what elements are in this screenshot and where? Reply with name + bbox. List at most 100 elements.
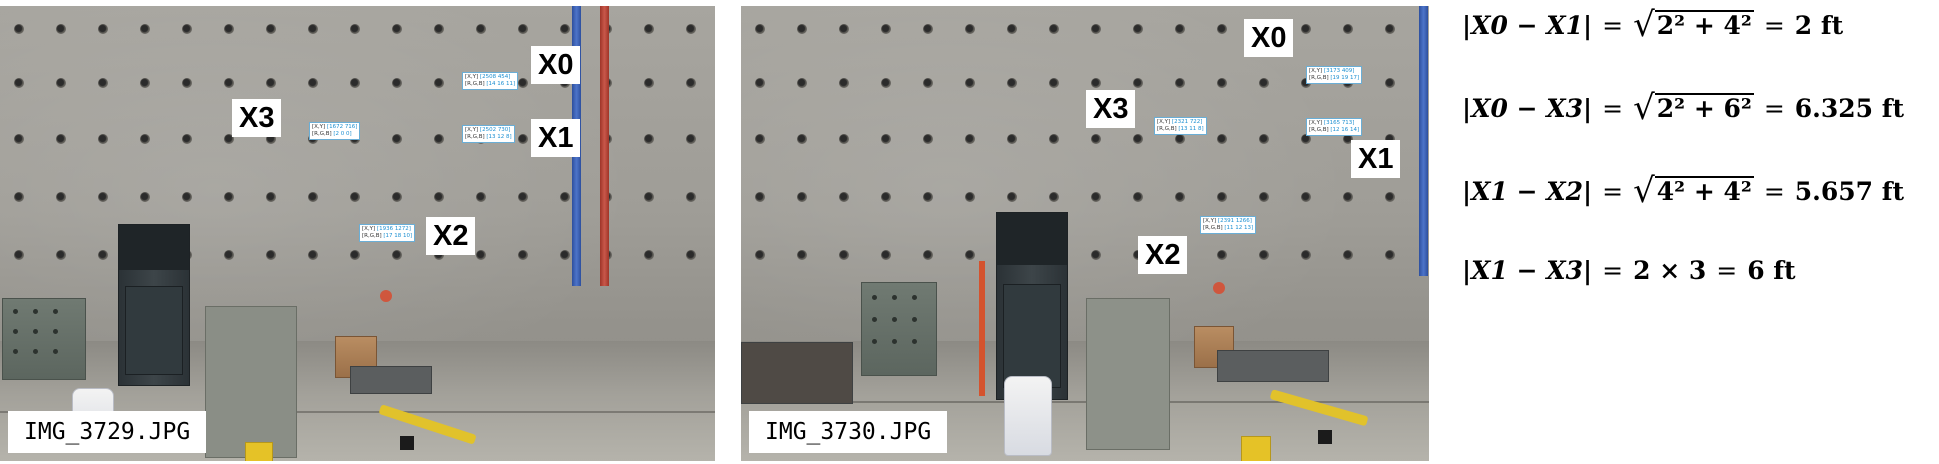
anchor-bolt — [56, 192, 66, 202]
anchor-bolt — [1091, 78, 1101, 88]
anchor-bolt — [140, 78, 150, 88]
anchor-bolt — [350, 192, 360, 202]
steel-stand — [205, 306, 297, 458]
anchor-bolt — [1217, 24, 1227, 34]
anchor-bolt — [476, 24, 486, 34]
anchor-bolt — [518, 192, 528, 202]
anchor-bolt — [1091, 24, 1101, 34]
anchor-bolt — [644, 78, 654, 88]
anchor-bolt — [224, 250, 234, 260]
black-block — [400, 436, 414, 450]
anchor-bolt — [1301, 24, 1311, 34]
anchor-bolt — [182, 192, 192, 202]
anchor-bolt — [434, 192, 444, 202]
anchor-bolt — [1385, 192, 1395, 202]
anchor-bolt — [1259, 78, 1269, 88]
marker-x2: X2 — [1138, 236, 1188, 274]
distance-equations: |X0 − X1| = √ 2² + 4² = 2 ft |X0 − X3| = … — [1462, 0, 1939, 464]
filename-label: IMG_3729.JPG — [8, 411, 207, 453]
anchor-bolt — [308, 24, 318, 34]
anchor-bolt — [644, 192, 654, 202]
anchor-bolt — [98, 78, 108, 88]
anchor-bolt — [224, 24, 234, 34]
anchor-bolt — [1133, 134, 1143, 144]
equation-x0-x3: |X0 − X3| = √ 2² + 6² = 6.325 ft — [1462, 88, 1905, 128]
marker-x1: X1 — [1351, 140, 1401, 178]
hydraulic-jack — [1241, 436, 1271, 461]
anchor-bolt — [1301, 250, 1311, 260]
anchor-bolt — [1133, 78, 1143, 88]
steel-plate — [861, 282, 937, 376]
hydraulic-jack — [245, 442, 273, 461]
anchor-bolt — [839, 78, 849, 88]
anchor-bolt — [755, 134, 765, 144]
anchor-bolt — [965, 134, 975, 144]
anchor-bolt — [1217, 134, 1227, 144]
anchor-bolt — [182, 78, 192, 88]
equipment-cabinet — [118, 224, 190, 386]
steel-beam — [741, 342, 853, 404]
anchor-bolt — [98, 250, 108, 260]
anchor-bolt — [1049, 192, 1059, 202]
anchor-bolt — [14, 78, 24, 88]
anchor-bolt — [56, 134, 66, 144]
anchor-bolt — [1007, 134, 1017, 144]
sandbag — [1004, 376, 1052, 456]
anchor-bolt — [965, 24, 975, 34]
anchor-bolt — [266, 192, 276, 202]
anchor-bolt — [266, 24, 276, 34]
sqrt-symbol: √ 2² + 6² — [1633, 88, 1754, 128]
anchor-bolt — [755, 250, 765, 260]
coord-label-x2: [X,Y] [1936 1272] [R,G,B] [17 18 10] — [359, 224, 416, 242]
anchor-bolt — [965, 192, 975, 202]
anchor-bolt — [56, 24, 66, 34]
anchor-bolt — [14, 24, 24, 34]
equation-x1-x3: |X1 − X3| = 2 × 3 = 6 ft — [1462, 256, 1796, 285]
anchor-bolt — [1385, 78, 1395, 88]
equation-x1-x2: |X1 − X2| = √ 4² + 4² = 5.657 ft — [1462, 171, 1905, 211]
anchor-bolt — [98, 134, 108, 144]
anchor-bolt — [476, 192, 486, 202]
anchor-bolt — [797, 250, 807, 260]
anchor-bolt — [224, 78, 234, 88]
anchor-bolt — [560, 24, 570, 34]
marker-x3: X3 — [232, 99, 282, 137]
photo-img-3730: X0 X1 X2 X3 [X,Y] [3173 409] [R,G,B] [19… — [741, 6, 1429, 461]
equation-x0-x1: |X0 − X1| = √ 2² + 4² = 2 ft — [1462, 5, 1844, 45]
anchor-bolt — [1133, 24, 1143, 34]
anchor-bolt — [434, 134, 444, 144]
steel-stand — [1086, 298, 1170, 450]
anchor-bolt — [1217, 192, 1227, 202]
anchor-bolt — [308, 192, 318, 202]
orange-mark — [380, 290, 392, 302]
anchor-bolt — [923, 78, 933, 88]
anchor-bolt — [182, 134, 192, 144]
anchor-bolt — [224, 134, 234, 144]
anchor-bolt — [755, 24, 765, 34]
anchor-bolt — [392, 24, 402, 34]
anchor-bolt — [56, 250, 66, 260]
anchor-bolt — [182, 24, 192, 34]
anchor-bolt — [140, 24, 150, 34]
anchor-bolt — [1385, 250, 1395, 260]
anchor-bolt — [755, 78, 765, 88]
anchor-bolt — [923, 24, 933, 34]
orange-mark — [1213, 282, 1225, 294]
blue-pipe — [1419, 6, 1428, 276]
anchor-bolt — [266, 134, 276, 144]
anchor-bolt — [1091, 250, 1101, 260]
anchor-bolt — [392, 250, 402, 260]
anchor-bolt — [797, 192, 807, 202]
anchor-bolt — [881, 250, 891, 260]
anchor-bolt — [1007, 24, 1017, 34]
anchor-bolt — [839, 250, 849, 260]
anchor-bolt — [839, 134, 849, 144]
red-pipe — [600, 6, 609, 286]
anchor-bolt — [266, 78, 276, 88]
anchor-bolt — [965, 78, 975, 88]
anchor-bolt — [1343, 24, 1353, 34]
steel-beam — [1217, 350, 1329, 382]
anchor-bolt — [392, 78, 402, 88]
anchor-bolt — [686, 192, 696, 202]
anchor-bolt — [350, 78, 360, 88]
